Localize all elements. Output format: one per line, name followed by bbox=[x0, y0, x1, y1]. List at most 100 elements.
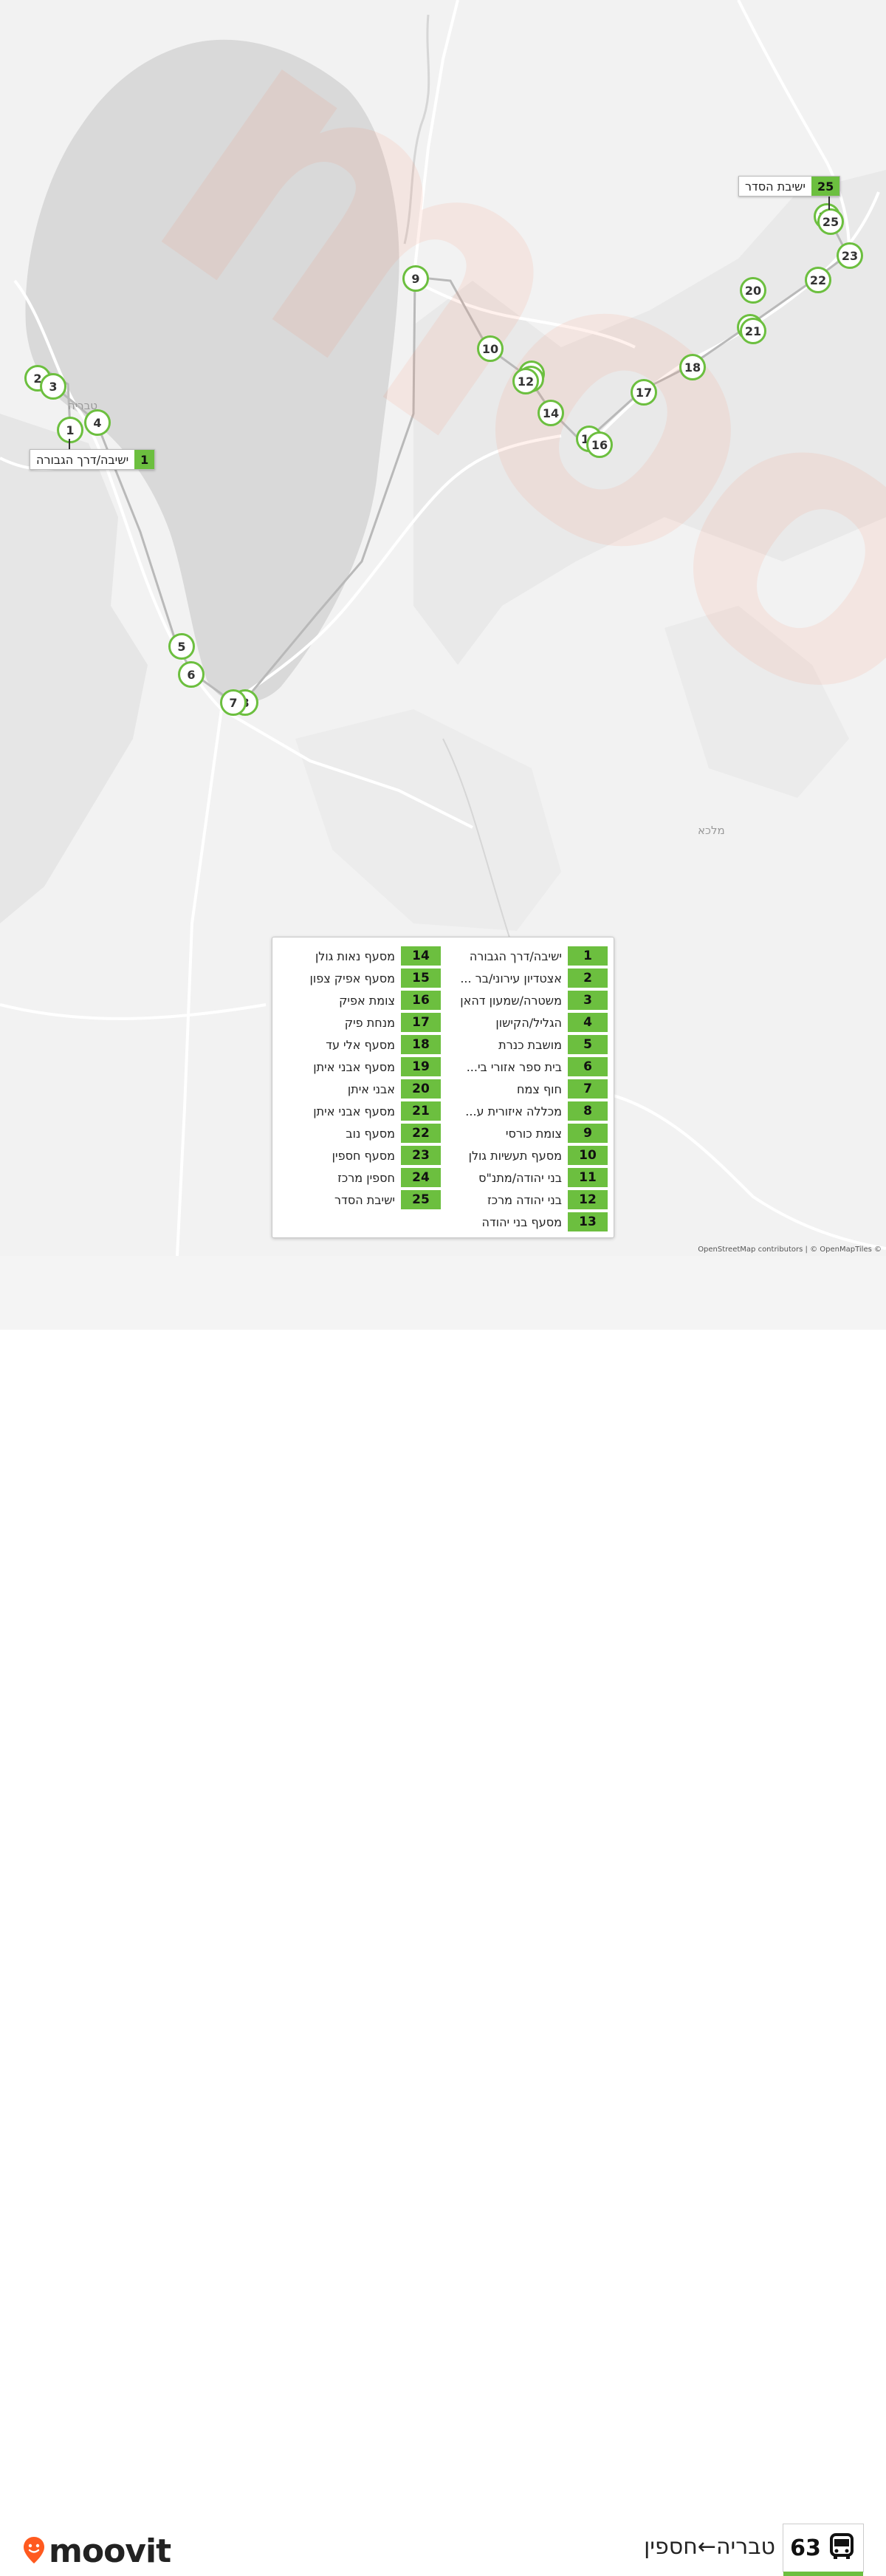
legend-row[interactable]: 25 ישיבת הסדר bbox=[277, 1189, 441, 1211]
legend-stop-number: 16 bbox=[401, 991, 441, 1010]
legend-stop-name: אבני איתן bbox=[347, 1082, 395, 1096]
legend-stop-number: 2 bbox=[568, 968, 608, 988]
legend-stop-name: מסעף אבני איתן bbox=[313, 1059, 395, 1074]
stop-marker-23[interactable]: 23 bbox=[837, 242, 863, 269]
legend-row[interactable]: 9 צומת כורסי bbox=[444, 1122, 608, 1144]
legend-row[interactable]: 14 מסעף נאות גולן bbox=[277, 945, 441, 967]
legend-row[interactable]: 11 בני יהודה/מתנ"ס bbox=[444, 1166, 608, 1189]
legend-row[interactable]: 1 ישיבה/דרך הגבורה bbox=[444, 945, 608, 967]
legend-row[interactable]: 23 מסעף חספין bbox=[277, 1144, 441, 1166]
route-badge-underline bbox=[783, 2572, 863, 2576]
map-attribution[interactable]: OpenStreetMap contributors | © OpenMapTi… bbox=[698, 1246, 882, 1254]
legend-row[interactable]: 10 מסעף תעשיות גולן bbox=[444, 1144, 608, 1166]
legend-stop-number: 4 bbox=[568, 1013, 608, 1032]
stop-marker-7[interactable]: 7 bbox=[220, 689, 247, 716]
legend-stop-number: 14 bbox=[401, 946, 441, 966]
legend-stop-name: בני יהודה/מתנ"ס bbox=[478, 1170, 562, 1185]
stop-marker-21[interactable]: 21 bbox=[740, 318, 766, 344]
legend-row[interactable]: 8 מכללה איזורית ע... bbox=[444, 1100, 608, 1122]
moovit-logo[interactable]: moovit bbox=[22, 2532, 171, 2570]
legend-stop-number: 15 bbox=[401, 968, 441, 988]
legend-row[interactable]: 4 הגליל/הקישון bbox=[444, 1011, 608, 1034]
legend-stop-name: ישיבה/דרך הגבורה bbox=[469, 949, 562, 963]
legend-row[interactable]: 20 אבני איתן bbox=[277, 1078, 441, 1100]
legend-row[interactable]: 7 חוף צמח bbox=[444, 1078, 608, 1100]
stop-marker-9[interactable]: 9 bbox=[402, 265, 429, 292]
legend-stop-number: 23 bbox=[401, 1146, 441, 1165]
stop-marker-4[interactable]: 4 bbox=[84, 409, 111, 436]
legend-row[interactable]: 18 מסעף אלי עד bbox=[277, 1034, 441, 1056]
legend-row[interactable]: 3 משטרה/שמעון דהאן bbox=[444, 989, 608, 1011]
stop-marker-5[interactable]: 5 bbox=[168, 633, 195, 660]
legend-stop-number: 24 bbox=[401, 1168, 441, 1187]
legend-stop-number: 9 bbox=[568, 1124, 608, 1143]
legend-row[interactable]: 13 מסעף בני יהודה bbox=[444, 1211, 608, 1233]
stop-marker-1[interactable]: 1 bbox=[57, 417, 83, 443]
legend-stop-name: חספין מרכז bbox=[337, 1170, 395, 1185]
end-callout-pointer bbox=[828, 195, 830, 210]
place-label-malka: מלכא bbox=[698, 824, 725, 837]
legend-stop-name: הגליל/הקישון bbox=[495, 1015, 562, 1030]
stop-marker-12[interactable]: 12 bbox=[512, 368, 539, 394]
stop-marker-6[interactable]: 6 bbox=[178, 661, 205, 688]
legend-stop-name: משטרה/שמעון דהאן bbox=[460, 993, 562, 1008]
legend-row[interactable]: 5 מושבת כנרת bbox=[444, 1034, 608, 1056]
legend-stop-name: מסעף תעשיות גולן bbox=[468, 1148, 562, 1163]
bus-icon bbox=[827, 2532, 856, 2564]
legend-stop-number: 17 bbox=[401, 1013, 441, 1032]
map[interactable]: moovit טבריה מלכא 1 2 3 4 5 6 8 7 9 10 1… bbox=[0, 0, 886, 1256]
stops-legend: 1 ישיבה/דרך הגבורה 2 אצטדיון עירוני/בר ...… bbox=[272, 937, 614, 1238]
stop-marker-14[interactable]: 14 bbox=[538, 400, 564, 426]
legend-stop-number: 13 bbox=[568, 1212, 608, 1231]
stop-marker-25[interactable]: 25 bbox=[817, 208, 844, 235]
legend-stop-name: מסעף נאות גולן bbox=[315, 949, 395, 963]
legend-stop-name: אצטדיון עירוני/בר ... bbox=[460, 971, 562, 985]
stop-marker-18[interactable]: 18 bbox=[679, 354, 706, 380]
legend-row[interactable]: 6 בית ספר אזורי בי... bbox=[444, 1056, 608, 1078]
legend-stop-name: ישיבת הסדר bbox=[334, 1192, 395, 1207]
legend-stop-number: 20 bbox=[401, 1079, 441, 1099]
legend-stop-number: 6 bbox=[568, 1057, 608, 1076]
stop-marker-17[interactable]: 17 bbox=[631, 379, 657, 406]
legend-row[interactable]: 12 בני יהודה מרכז bbox=[444, 1189, 608, 1211]
legend-column-right: 1 ישיבה/דרך הגבורה 2 אצטדיון עירוני/בר ...… bbox=[444, 945, 608, 1233]
moovit-pin-icon bbox=[22, 2535, 46, 2568]
footer-bar: moovit טבריה←חספין 63 bbox=[0, 1256, 886, 2576]
legend-row[interactable]: 15 מסעף אפיק צפון bbox=[277, 967, 441, 989]
stop-marker-3[interactable]: 3 bbox=[40, 373, 66, 400]
legend-stop-name: בית ספר אזורי בי... bbox=[466, 1059, 562, 1074]
legend-stop-number: 11 bbox=[568, 1168, 608, 1187]
legend-row[interactable]: 19 מסעף אבני איתן bbox=[277, 1056, 441, 1078]
end-callout-number: 25 bbox=[811, 177, 840, 196]
start-stop-callout[interactable]: 1 ישיבה/דרך הגבורה bbox=[30, 449, 156, 470]
legend-stop-name: מסעף אפיק צפון bbox=[309, 971, 396, 985]
legend-row[interactable]: 17 מנחת פיק bbox=[277, 1011, 441, 1034]
legend-stop-number: 18 bbox=[401, 1035, 441, 1054]
legend-row[interactable]: 21 מסעף אבני איתן bbox=[277, 1100, 441, 1122]
legend-stop-number: 1 bbox=[568, 946, 608, 966]
legend-stop-name: מסעף נוב bbox=[346, 1126, 395, 1141]
legend-stop-name: צומת אפיק bbox=[339, 993, 395, 1008]
legend-row[interactable]: 22 מסעף נוב bbox=[277, 1122, 441, 1144]
legend-stop-name: צומת כורסי bbox=[505, 1126, 562, 1141]
legend-stop-name: בני יהודה מרכז bbox=[487, 1192, 562, 1207]
start-callout-number: 1 bbox=[134, 450, 155, 469]
legend-row[interactable]: 2 אצטדיון עירוני/בר ... bbox=[444, 967, 608, 989]
legend-stop-number: 22 bbox=[401, 1124, 441, 1143]
legend-stop-number: 19 bbox=[401, 1057, 441, 1076]
legend-row[interactable]: 16 צומת אפיק bbox=[277, 989, 441, 1011]
legend-stop-number: 3 bbox=[568, 991, 608, 1010]
stop-marker-22[interactable]: 22 bbox=[805, 267, 831, 293]
legend-column-left: 14 מסעף נאות גולן 15 מסעף אפיק צפון 16 צומת… bbox=[277, 945, 441, 1211]
legend-row[interactable]: 24 חספין מרכז bbox=[277, 1166, 441, 1189]
legend-stop-number: 8 bbox=[568, 1101, 608, 1121]
end-stop-callout[interactable]: 25 ישיבת הסדר bbox=[738, 176, 841, 197]
legend-stop-name: מסעף אבני איתן bbox=[313, 1104, 395, 1118]
stop-marker-20[interactable]: 20 bbox=[740, 277, 766, 304]
legend-stop-number: 7 bbox=[568, 1079, 608, 1099]
stop-marker-16[interactable]: 16 bbox=[586, 431, 613, 458]
route-badge[interactable]: 63 bbox=[783, 2524, 864, 2576]
legend-stop-number: 5 bbox=[568, 1035, 608, 1054]
stop-marker-10[interactable]: 10 bbox=[477, 335, 504, 362]
route-number: 63 bbox=[790, 2535, 821, 2561]
